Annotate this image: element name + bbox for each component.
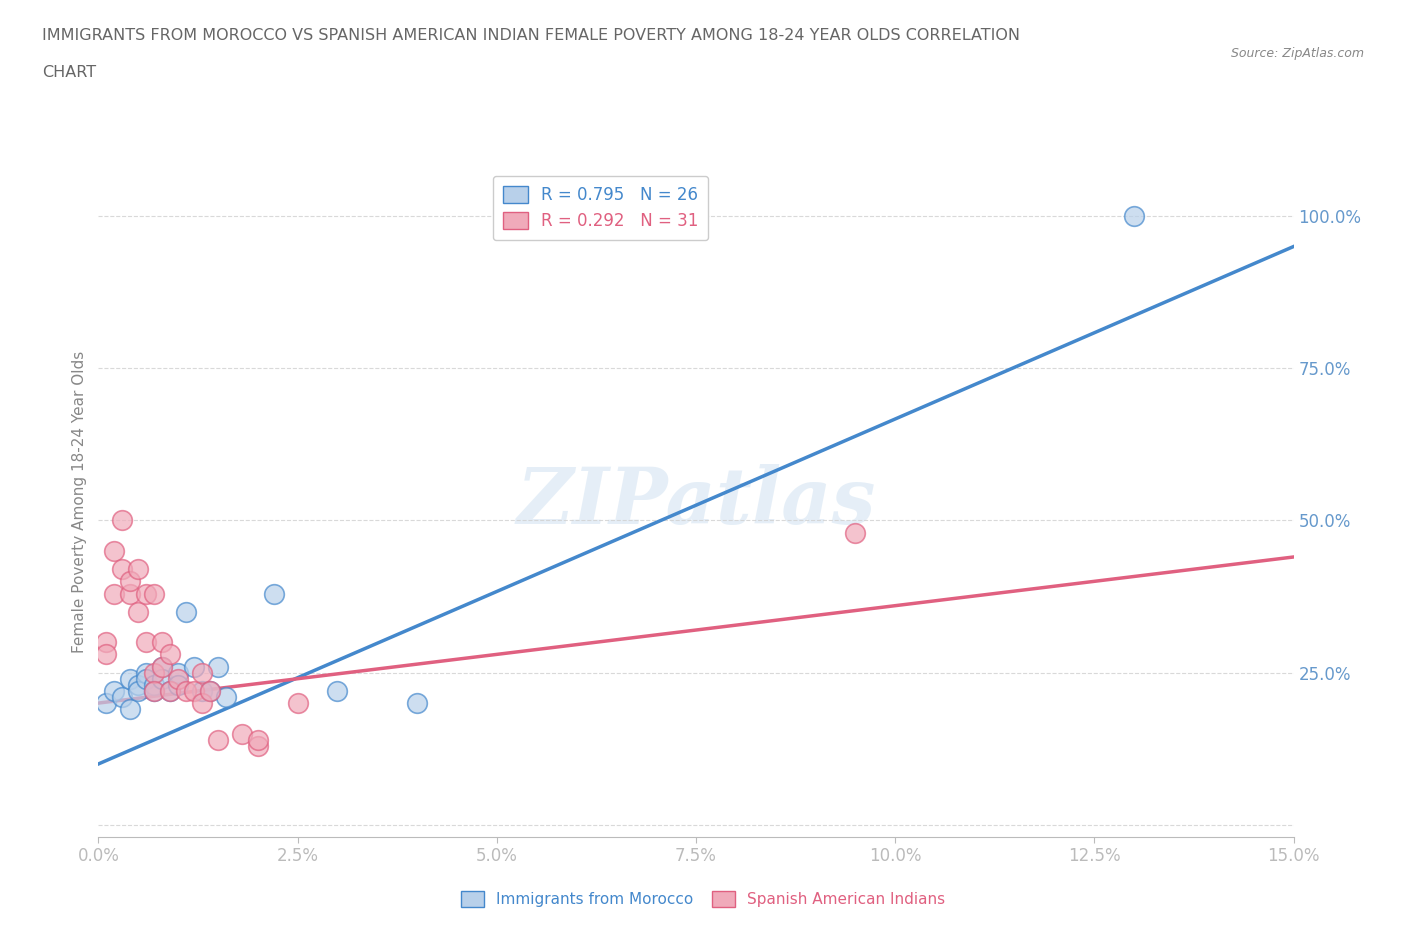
Point	[246, 732, 269, 747]
Point	[127, 677, 149, 692]
Point	[120, 702, 142, 717]
Point	[191, 665, 214, 680]
Point	[215, 689, 238, 704]
Point	[1123, 208, 1146, 223]
Point	[111, 562, 134, 577]
Point	[143, 677, 166, 692]
Point	[120, 671, 142, 686]
Point	[167, 677, 190, 692]
Point	[174, 684, 197, 698]
Point	[150, 659, 173, 674]
Text: ZIPatlas: ZIPatlas	[516, 464, 876, 540]
Legend: Immigrants from Morocco, Spanish American Indians: Immigrants from Morocco, Spanish America…	[456, 884, 950, 913]
Point	[96, 696, 118, 711]
Y-axis label: Female Poverty Among 18-24 Year Olds: Female Poverty Among 18-24 Year Olds	[72, 352, 87, 654]
Point	[127, 604, 149, 619]
Point	[150, 671, 173, 686]
Point	[103, 684, 125, 698]
Point	[103, 586, 125, 601]
Text: Source: ZipAtlas.com: Source: ZipAtlas.com	[1230, 46, 1364, 60]
Legend: R = 0.795   N = 26, R = 0.292   N = 31: R = 0.795 N = 26, R = 0.292 N = 31	[492, 176, 709, 240]
Point	[111, 513, 134, 528]
Point	[231, 726, 253, 741]
Point	[143, 586, 166, 601]
Point	[150, 659, 173, 674]
Point	[111, 689, 134, 704]
Point	[103, 543, 125, 558]
Point	[135, 671, 157, 686]
Text: IMMIGRANTS FROM MOROCCO VS SPANISH AMERICAN INDIAN FEMALE POVERTY AMONG 18-24 YE: IMMIGRANTS FROM MOROCCO VS SPANISH AMERI…	[42, 28, 1021, 43]
Point	[159, 647, 181, 662]
Point	[96, 647, 118, 662]
Point	[406, 696, 429, 711]
Point	[135, 586, 157, 601]
Point	[159, 684, 181, 698]
Point	[191, 696, 214, 711]
Point	[844, 525, 866, 540]
Point	[207, 732, 229, 747]
Point	[135, 635, 157, 650]
Point	[191, 684, 214, 698]
Point	[287, 696, 309, 711]
Point	[127, 562, 149, 577]
Point	[150, 635, 173, 650]
Point	[96, 635, 118, 650]
Point	[263, 586, 285, 601]
Point	[143, 684, 166, 698]
Point	[183, 684, 205, 698]
Point	[120, 574, 142, 589]
Point	[174, 604, 197, 619]
Point	[143, 665, 166, 680]
Point	[167, 665, 190, 680]
Point	[120, 586, 142, 601]
Point	[198, 684, 221, 698]
Point	[183, 659, 205, 674]
Point	[159, 684, 181, 698]
Point	[326, 684, 349, 698]
Point	[198, 684, 221, 698]
Point	[135, 665, 157, 680]
Point	[167, 671, 190, 686]
Point	[127, 684, 149, 698]
Text: CHART: CHART	[42, 65, 96, 80]
Point	[207, 659, 229, 674]
Point	[143, 684, 166, 698]
Point	[246, 738, 269, 753]
